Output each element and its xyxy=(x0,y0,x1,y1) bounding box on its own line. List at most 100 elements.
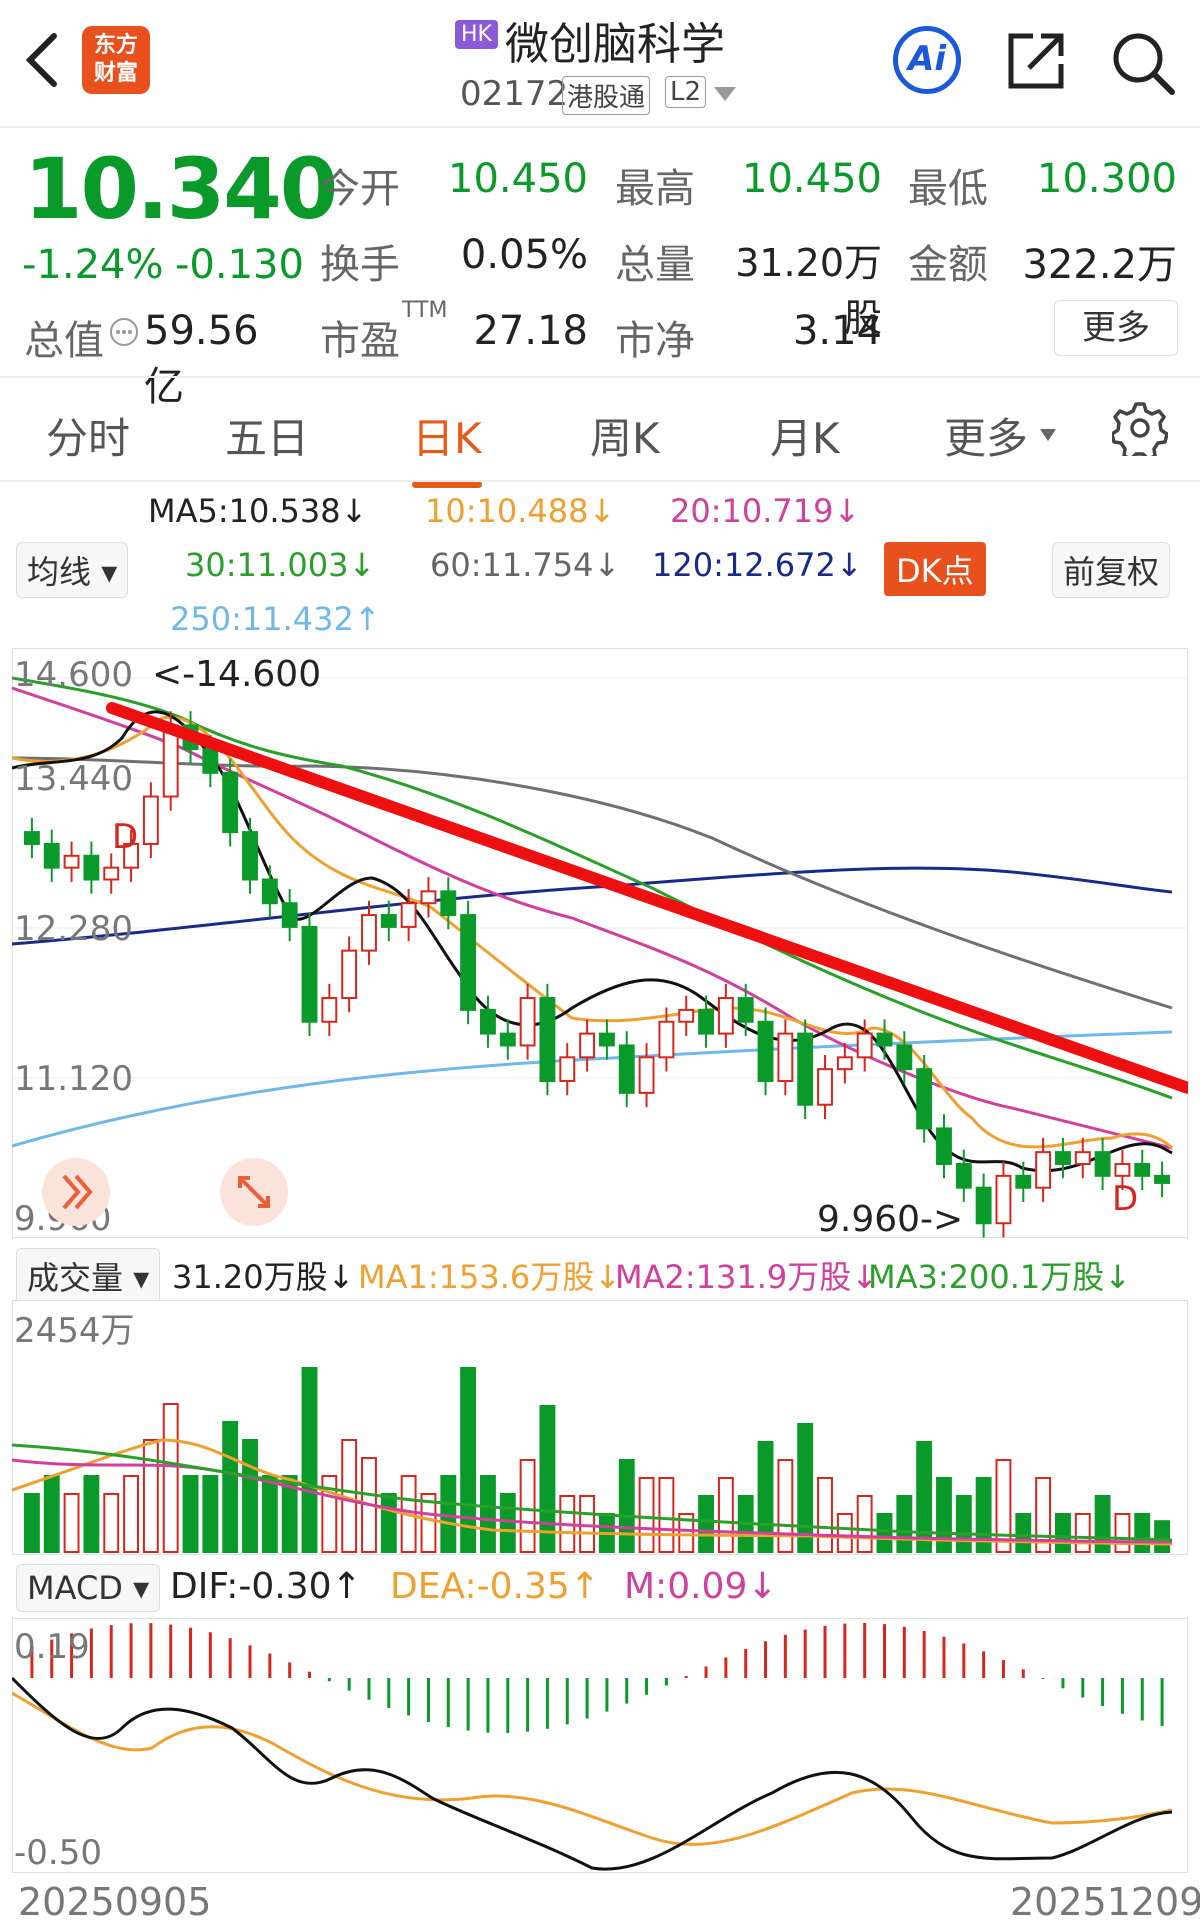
volume-ma3: MA3:200.1万股↓ xyxy=(868,1258,1132,1296)
volume-bar xyxy=(380,1493,397,1553)
candle xyxy=(420,890,437,905)
level-badge: L2 xyxy=(665,76,707,108)
candle xyxy=(1134,1162,1151,1177)
kline-chart[interactable]: <-14.600 9.960-> D D 14.600 13.440 12.28… xyxy=(12,648,1188,1238)
dropdown-icon[interactable] xyxy=(714,86,736,105)
volume-bar xyxy=(301,1367,318,1553)
amount-label: 金额 xyxy=(908,242,988,288)
candle xyxy=(142,795,159,845)
macd-selector-label: MACD xyxy=(27,1569,123,1607)
volume-ma2: MA2:131.9万股↓ xyxy=(615,1258,879,1296)
candle xyxy=(797,1032,814,1106)
stock-name: 微创脑科学 xyxy=(505,19,725,70)
candle xyxy=(301,925,318,1023)
tabs-divider xyxy=(0,480,1200,482)
volume-chart[interactable]: 2454万 xyxy=(12,1300,1188,1555)
volume-bar xyxy=(281,1475,298,1553)
ma250-value: 250:11.432↑ xyxy=(170,600,381,638)
candle xyxy=(63,854,80,869)
candle xyxy=(836,1056,853,1071)
more-quote-button[interactable]: 更多 xyxy=(1054,300,1178,356)
tab-weekly-k[interactable]: 周K xyxy=(590,414,660,463)
search-icon xyxy=(1113,33,1175,95)
candle xyxy=(103,866,120,881)
candle xyxy=(202,748,219,774)
tab-more[interactable]: 更多 xyxy=(944,414,1029,463)
y-label-3: 11.120 xyxy=(14,1059,133,1099)
volume-y-label: 2454万 xyxy=(14,1311,135,1351)
volume-bar xyxy=(1154,1520,1171,1553)
volume-ma3-line xyxy=(12,1443,1173,1542)
candle xyxy=(242,831,258,881)
volume-ma1: MA1:153.6万股↓ xyxy=(358,1258,622,1296)
ma20-line xyxy=(12,686,1173,1150)
ma-selector-label: 均线 xyxy=(27,553,92,591)
pe-value: 27.18 xyxy=(473,308,588,354)
candle xyxy=(380,914,397,928)
candle xyxy=(1055,1151,1071,1165)
tab-five-day[interactable]: 五日 xyxy=(225,414,310,463)
dk-button[interactable]: DK点 xyxy=(884,542,986,596)
y-label-2: 12.280 xyxy=(14,909,133,949)
macd-chart[interactable]: 0.19 -0.50 xyxy=(12,1618,1188,1873)
share-button[interactable] xyxy=(1005,30,1067,92)
volume-bar xyxy=(261,1475,278,1553)
dif-line xyxy=(12,1676,1173,1871)
candle xyxy=(1035,1151,1052,1189)
candle xyxy=(559,1056,576,1083)
kline-grid xyxy=(12,677,1188,1079)
candle xyxy=(23,831,40,845)
macd-selector[interactable]: MACD ▾ xyxy=(16,1564,161,1612)
ma60-line xyxy=(12,756,1173,1010)
candle xyxy=(281,902,298,928)
candle xyxy=(618,1044,635,1094)
candle xyxy=(638,1056,655,1094)
candle xyxy=(1114,1162,1131,1177)
tab-daily-k[interactable]: 日K xyxy=(412,405,482,488)
tab-monthly-k[interactable]: 月K xyxy=(770,414,840,463)
candle xyxy=(361,914,377,952)
back-button[interactable] xyxy=(22,30,62,90)
volume-bar xyxy=(420,1493,437,1553)
settings-button[interactable] xyxy=(1110,400,1169,461)
ai-button[interactable]: Ai xyxy=(893,26,961,94)
candle xyxy=(896,1044,913,1071)
volume-bar xyxy=(182,1475,199,1553)
candle xyxy=(1015,1174,1032,1189)
tab-intraday[interactable]: 分时 xyxy=(46,414,131,463)
logo-line2: 财富 xyxy=(93,61,138,86)
candle xyxy=(1154,1174,1171,1184)
y-label-0: 14.600 xyxy=(14,655,133,695)
candle xyxy=(916,1068,933,1130)
candle xyxy=(936,1127,952,1165)
volume-selector[interactable]: 成交量 ▾ xyxy=(16,1248,161,1304)
candle xyxy=(698,1008,714,1035)
share-icon xyxy=(1008,33,1064,89)
volume-bar xyxy=(678,1513,695,1553)
macd-y-bottom: -0.50 xyxy=(14,1833,102,1873)
volume-bar xyxy=(896,1495,913,1553)
candle xyxy=(975,1186,992,1225)
expand-icon xyxy=(238,1176,270,1208)
double-chevron-button[interactable] xyxy=(42,1158,110,1226)
expand-button[interactable] xyxy=(220,1158,288,1226)
volume-bar xyxy=(658,1477,675,1553)
info-icon[interactable] xyxy=(108,316,140,352)
turnover-value: 0.05% xyxy=(460,232,588,278)
candle xyxy=(817,1068,833,1106)
volume-ma2-line xyxy=(12,1458,1173,1544)
macd-y-top: 0.19 xyxy=(14,1627,90,1667)
candle xyxy=(678,1008,695,1023)
search-button[interactable] xyxy=(1110,30,1176,96)
volume-bar xyxy=(43,1475,60,1553)
volume-bar xyxy=(142,1439,159,1553)
candle xyxy=(400,902,417,928)
candle xyxy=(1074,1151,1091,1165)
ma-selector[interactable]: 均线 ▾ xyxy=(16,542,129,598)
volume-bar xyxy=(618,1459,635,1553)
amount-value: 322.2万 xyxy=(1022,242,1177,288)
volume-bar xyxy=(222,1421,239,1553)
volume-bars xyxy=(23,1367,1171,1553)
volume-bar xyxy=(955,1495,972,1553)
adjust-button[interactable]: 前复权 xyxy=(1052,542,1171,598)
